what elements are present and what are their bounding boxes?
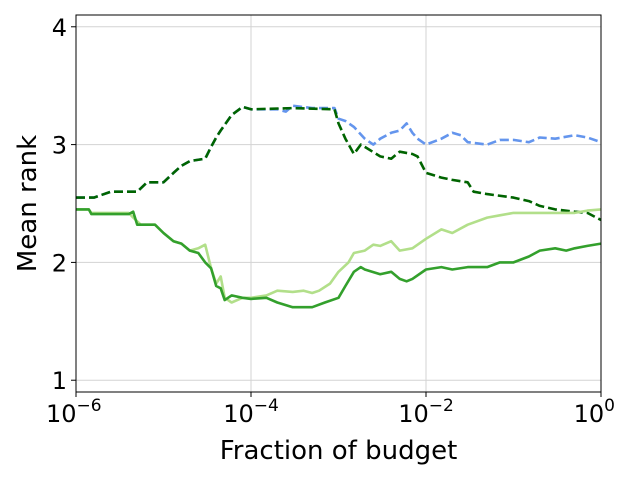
y-tick-label: 1 xyxy=(52,367,67,395)
x-tick-label: 10−4 xyxy=(223,396,279,428)
y-axis-ticks: 1 2 3 4 xyxy=(52,14,76,395)
x-tick-label: 100 xyxy=(574,396,615,428)
series-line-4 xyxy=(76,208,602,309)
series-line-2 xyxy=(76,105,602,222)
plot-frame xyxy=(75,14,602,393)
x-tick-exponent: −6 xyxy=(77,396,102,416)
series-group xyxy=(76,104,602,309)
x-tick-base: 10 xyxy=(398,400,429,428)
y-tick-label: 4 xyxy=(52,14,67,42)
x-tick-exponent: 0 xyxy=(604,396,615,416)
x-axis-label: Fraction of budget xyxy=(220,436,458,466)
x-tick-exponent: −4 xyxy=(254,396,279,416)
x-axis-ticks: 10−6 10−4 10−2 100 xyxy=(46,392,615,428)
y-tick-label: 3 xyxy=(52,132,67,160)
grid-lines xyxy=(75,15,602,392)
x-tick-base: 10 xyxy=(574,400,605,428)
x-tick-label: 10−6 xyxy=(46,396,102,428)
x-tick-label: 10−2 xyxy=(398,396,454,428)
x-tick-base: 10 xyxy=(223,400,254,428)
y-tick-label: 2 xyxy=(52,249,67,277)
series-line-1 xyxy=(76,104,602,199)
x-tick-base: 10 xyxy=(46,400,77,428)
series-line-3 xyxy=(76,208,602,304)
y-axis-label: Mean rank xyxy=(13,135,43,272)
x-tick-exponent: −2 xyxy=(429,396,454,416)
